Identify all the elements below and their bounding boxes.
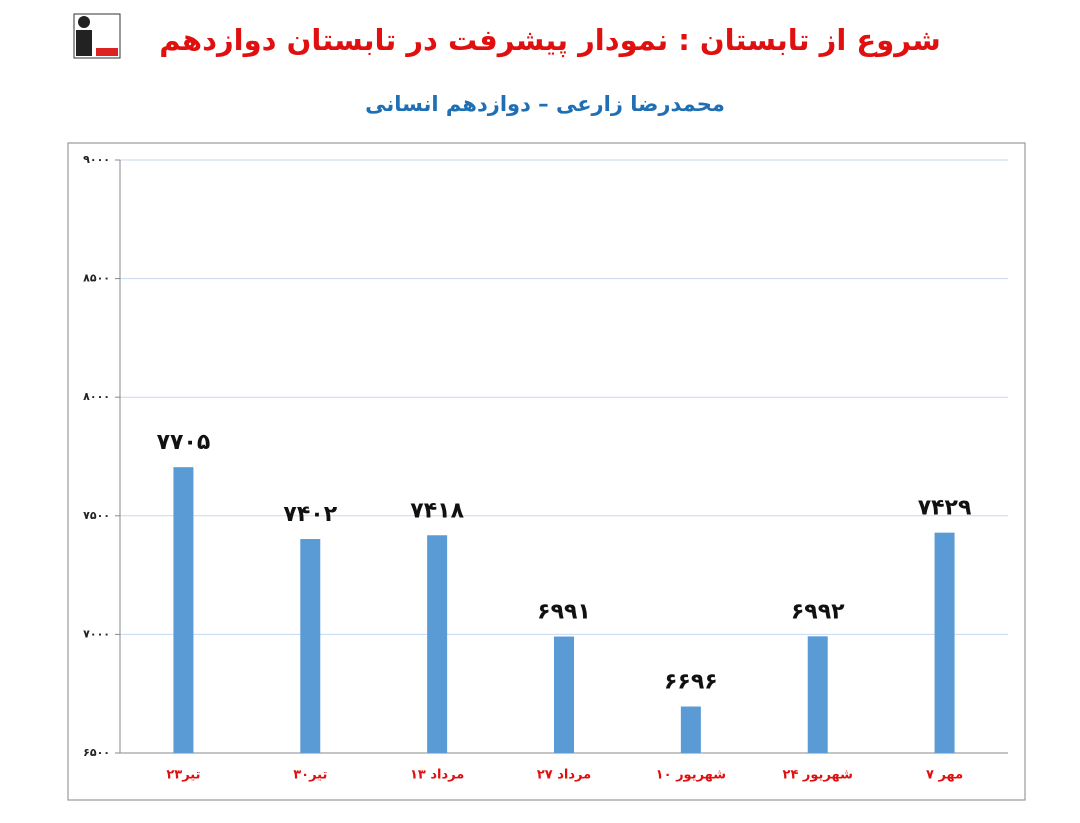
bar [807,636,828,753]
y-tick-label: ۷۵۰۰ [83,509,110,522]
bar [173,467,194,753]
y-tick-label: ۶۵۰۰ [83,746,110,759]
value-label: ۷۴۰۲ [283,502,337,527]
chart-frame [67,142,1026,801]
bar [300,539,321,753]
value-label: ۷۴۱۸ [410,498,464,523]
logo [73,13,121,59]
value-label: ۷۷۰۵ [157,430,211,455]
bar [934,532,955,753]
y-tick-label: ۸۰۰۰ [83,390,110,403]
x-tick-label: ۱۰ شهریور [656,768,726,783]
value-label: ۶۹۹۲ [791,599,845,624]
y-tick-label: ۷۰۰۰ [83,627,110,640]
bar [680,706,701,753]
x-tick-label: ۲۳تیر [166,768,200,783]
x-tick-label: ۲۴ شهریور [783,768,853,783]
bar [427,535,448,753]
x-tick-label: ۷ مهر [926,768,963,783]
bar [554,636,574,753]
x-tick-label: ۳۰تیر [293,768,327,783]
chart-subtitle: محمدرضا زارعی – دوازدهم انسانی [365,92,725,116]
x-tick-label: ۱۳ مرداد [410,768,464,783]
value-label: ۶۶۹۶ [664,670,718,695]
value-label: ۷۴۲۹ [918,496,972,521]
value-label: ۶۹۹۱ [537,600,591,625]
y-tick-label: ۸۵۰۰ [83,272,110,285]
chart-title: شروع از تابستان : نمودار پیشرفت در تابست… [159,23,941,58]
x-tick-label: ۲۷ مرداد [537,768,591,783]
y-tick-label: ۹۰۰۰ [83,153,110,166]
